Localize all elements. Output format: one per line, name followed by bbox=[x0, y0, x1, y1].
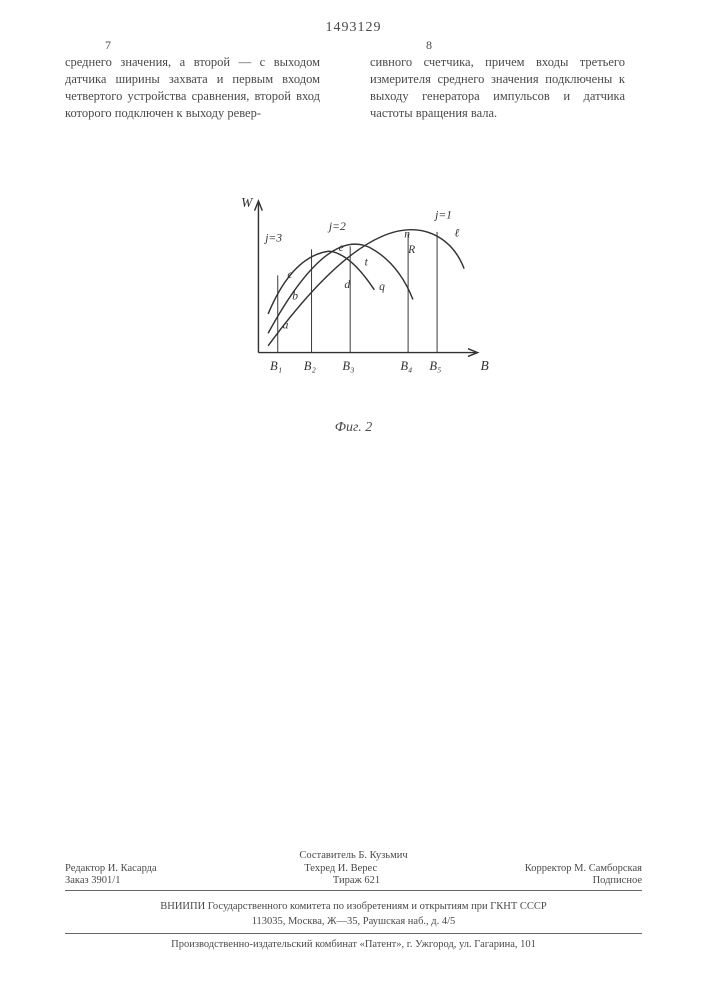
svg-text:e: e bbox=[339, 241, 344, 254]
svg-text:j=1: j=1 bbox=[433, 208, 452, 221]
page-number-right: 8 bbox=[426, 38, 432, 53]
divider-1 bbox=[65, 890, 642, 891]
svg-text:ℓ: ℓ bbox=[454, 227, 459, 240]
imprint-line-3: Производственно-издательский комбинат «П… bbox=[65, 938, 642, 952]
svg-text:t: t bbox=[365, 256, 369, 269]
column-left-text: среднего значения, а второй — с выходом … bbox=[65, 54, 320, 122]
svg-text:b: b bbox=[292, 289, 298, 302]
svg-text:j=3: j=3 bbox=[263, 232, 282, 245]
svg-text:n: n bbox=[404, 228, 410, 241]
svg-text:B: B bbox=[481, 358, 489, 373]
svg-text:B₅: B₅ bbox=[429, 359, 441, 373]
svg-text:B₃: B₃ bbox=[342, 359, 354, 373]
svg-text:q: q bbox=[379, 280, 385, 293]
credits-compiler: Составитель Б. Кузьмич bbox=[65, 850, 642, 861]
credits-block: Составитель Б. Кузьмич Редактор И. Касар… bbox=[65, 850, 642, 895]
chart-caption: Фиг. 2 bbox=[335, 420, 373, 436]
chart-svg: W B B₁ B₂ B₃ B₄ B₅ j=3 j=2 j=1 a bc d e tq nRℓ bbox=[215, 180, 495, 390]
imprint-block: ВНИИПИ Государственного комитета по изоб… bbox=[65, 900, 642, 952]
svg-text:W: W bbox=[241, 195, 254, 210]
svg-text:B₂: B₂ bbox=[304, 359, 317, 373]
page-number-left: 7 bbox=[105, 38, 111, 53]
document-number: 1493129 bbox=[326, 20, 382, 36]
imprint-line-2: 113035, Москва, Ж—35, Раушская наб., д. … bbox=[65, 915, 642, 929]
svg-text:B₄: B₄ bbox=[400, 359, 412, 373]
credits-order: Заказ 3901/1 bbox=[65, 875, 120, 886]
column-right-text: сивного счетчика, причем входы третьего … bbox=[370, 54, 625, 122]
chart-figure-2: W B B₁ B₂ B₃ B₄ B₅ j=3 j=2 j=1 a bc d e tq nRℓ bbox=[215, 180, 495, 410]
credits-techred: Техред И. Верес bbox=[304, 863, 377, 874]
svg-text:B₁: B₁ bbox=[270, 359, 282, 373]
credits-subscription: Подписное bbox=[593, 875, 642, 886]
svg-text:j=2: j=2 bbox=[327, 220, 346, 233]
credits-corrector: Корректор М. Самборская bbox=[525, 863, 642, 874]
credits-circulation: Тираж 621 bbox=[333, 875, 380, 886]
divider-2 bbox=[65, 933, 642, 934]
credits-editor: Редактор И. Касарда bbox=[65, 863, 157, 874]
imprint-line-1: ВНИИПИ Государственного комитета по изоб… bbox=[65, 900, 642, 914]
svg-text:R: R bbox=[407, 243, 415, 256]
svg-text:d: d bbox=[344, 278, 350, 291]
svg-text:c: c bbox=[287, 268, 293, 281]
svg-text:a: a bbox=[283, 318, 289, 331]
